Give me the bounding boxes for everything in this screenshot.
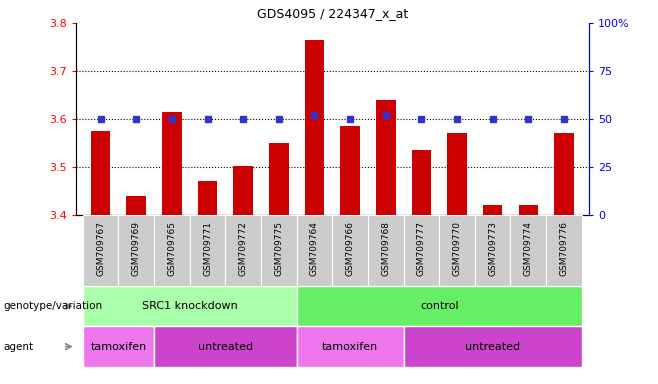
- Bar: [269, 143, 289, 215]
- Bar: [297, 286, 582, 326]
- Text: GSM709770: GSM709770: [453, 221, 461, 276]
- Text: tamoxifen: tamoxifen: [90, 341, 147, 352]
- Bar: [546, 215, 582, 286]
- Bar: [403, 326, 582, 367]
- Text: GSM709775: GSM709775: [274, 221, 284, 276]
- Bar: [475, 215, 511, 286]
- Text: GSM709771: GSM709771: [203, 221, 212, 276]
- Bar: [83, 326, 154, 367]
- Text: GSM709776: GSM709776: [559, 221, 569, 276]
- Bar: [297, 326, 403, 367]
- Bar: [118, 215, 154, 286]
- Bar: [261, 215, 297, 286]
- Text: GSM709767: GSM709767: [96, 221, 105, 276]
- Bar: [225, 215, 261, 286]
- Bar: [440, 215, 475, 286]
- Bar: [126, 196, 146, 215]
- Text: genotype/variation: genotype/variation: [3, 301, 103, 311]
- Bar: [447, 134, 467, 215]
- Bar: [154, 326, 297, 367]
- Text: untreated: untreated: [465, 341, 520, 352]
- Text: tamoxifen: tamoxifen: [322, 341, 378, 352]
- Text: GSM709768: GSM709768: [381, 221, 390, 276]
- Bar: [403, 215, 440, 286]
- Text: GSM709765: GSM709765: [167, 221, 176, 276]
- Bar: [376, 100, 395, 215]
- Text: GSM709766: GSM709766: [345, 221, 355, 276]
- Bar: [190, 215, 225, 286]
- Text: GSM709774: GSM709774: [524, 221, 533, 276]
- Text: untreated: untreated: [198, 341, 253, 352]
- Bar: [162, 112, 182, 215]
- Bar: [234, 166, 253, 215]
- Bar: [297, 215, 332, 286]
- Bar: [83, 215, 118, 286]
- Text: GSM709764: GSM709764: [310, 221, 319, 276]
- Text: GSM709777: GSM709777: [417, 221, 426, 276]
- Bar: [519, 205, 538, 215]
- Bar: [198, 181, 217, 215]
- Bar: [91, 131, 111, 215]
- Bar: [412, 150, 431, 215]
- Bar: [154, 215, 190, 286]
- Text: agent: agent: [3, 341, 34, 352]
- Bar: [554, 134, 574, 215]
- Bar: [368, 215, 403, 286]
- Bar: [340, 126, 360, 215]
- Bar: [83, 286, 297, 326]
- Bar: [305, 40, 324, 215]
- Title: GDS4095 / 224347_x_at: GDS4095 / 224347_x_at: [257, 7, 408, 20]
- Text: control: control: [420, 301, 459, 311]
- Bar: [332, 215, 368, 286]
- Text: GSM709769: GSM709769: [132, 221, 141, 276]
- Bar: [483, 205, 503, 215]
- Text: GSM709773: GSM709773: [488, 221, 497, 276]
- Text: SRC1 knockdown: SRC1 knockdown: [142, 301, 238, 311]
- Bar: [511, 215, 546, 286]
- Text: GSM709772: GSM709772: [239, 221, 247, 276]
